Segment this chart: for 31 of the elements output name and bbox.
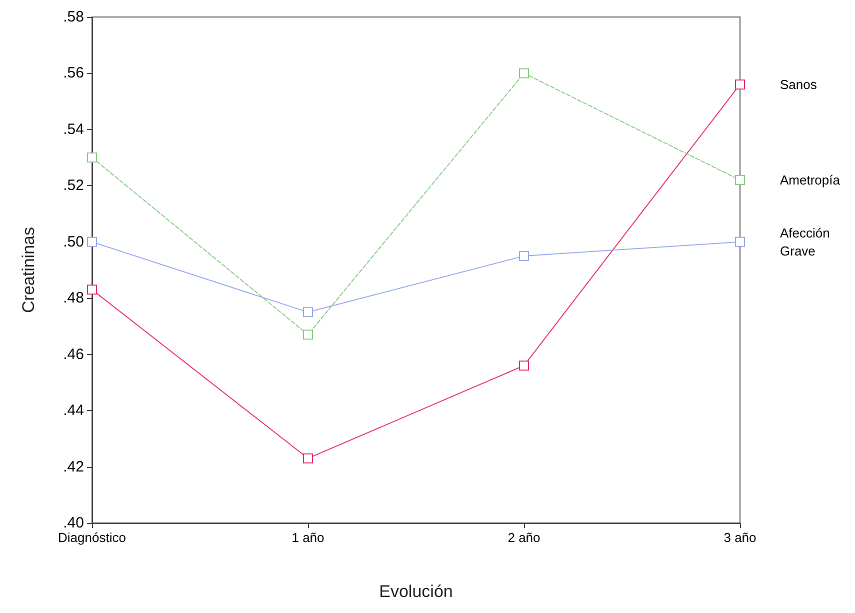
point xyxy=(735,79,745,90)
y-tick-label: .44 xyxy=(63,402,84,420)
point xyxy=(519,68,529,78)
x-axis-title: Evolución xyxy=(379,582,453,601)
x-tick-label: 1 año xyxy=(292,530,324,545)
point xyxy=(735,236,745,247)
point xyxy=(87,152,97,163)
text: Sanos xyxy=(780,76,818,92)
y-tick-label: .52 xyxy=(63,177,84,194)
point xyxy=(87,236,97,247)
y-tick-label: .58 xyxy=(63,8,84,26)
y-axis-title: Creatininas xyxy=(19,227,38,313)
point xyxy=(519,250,529,261)
x-tick-label: 2 año xyxy=(508,530,540,545)
point xyxy=(303,453,313,464)
text: Afección Grave xyxy=(780,225,834,258)
y-tick-label: .42 xyxy=(63,458,84,476)
point xyxy=(735,175,745,186)
y-tick-label: .50 xyxy=(63,233,84,250)
y-tick-label: .46 xyxy=(63,346,84,363)
y-tick-label: .48 xyxy=(63,290,84,307)
y-tick-label: .40 xyxy=(63,514,84,532)
text: Ametropía xyxy=(780,172,841,188)
y-tick-label: .56 xyxy=(63,64,84,82)
x-tick-label: 3 año xyxy=(724,530,756,545)
point xyxy=(87,284,97,295)
y-tick-label: .54 xyxy=(63,120,84,138)
point xyxy=(303,307,313,318)
x-tick-label: Diagnóstico xyxy=(58,530,126,545)
point xyxy=(519,360,529,371)
point xyxy=(303,330,313,340)
